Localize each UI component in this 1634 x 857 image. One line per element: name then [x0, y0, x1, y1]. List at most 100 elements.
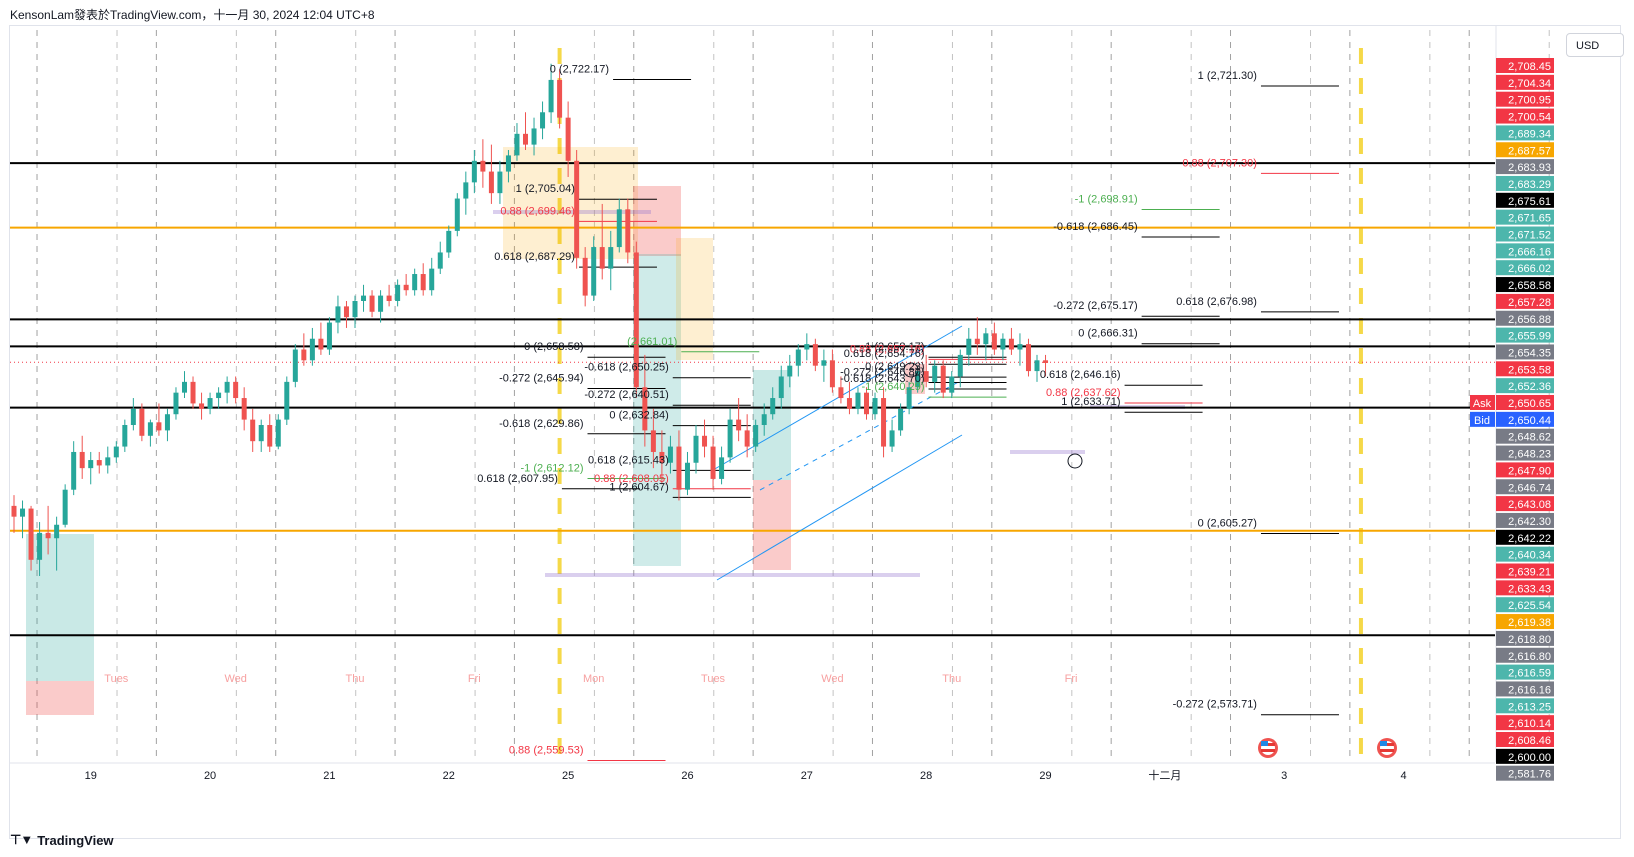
candle-body [957, 354, 963, 377]
price-label-box [1496, 698, 1554, 714]
price-label-box [1496, 512, 1554, 528]
candle-body [488, 171, 494, 194]
price-label: 2,655.99 [1496, 327, 1554, 343]
price-label-text: 2,666.02 [1508, 263, 1551, 275]
price-label: 2,671.52 [1496, 226, 1554, 242]
candle [983, 327, 989, 361]
candle-body [1017, 344, 1023, 350]
price-label-box [1496, 580, 1554, 596]
candle-body [676, 446, 682, 490]
candle-body [659, 451, 665, 463]
price-label-text: 2,616.59 [1508, 668, 1551, 680]
candle [514, 123, 520, 161]
fib-label: 0.88 (2,559.53) [509, 745, 584, 757]
price-label-text: 2,704.34 [1508, 78, 1551, 90]
fib-label: 0.618 (2,687.29) [494, 251, 575, 263]
fib-label: 0 (2,666.31) [1078, 328, 1137, 340]
fib-label: 1 (2,705.04) [516, 183, 575, 195]
zone-box [503, 147, 638, 259]
range-bar [1010, 450, 1085, 454]
price-label-box [1496, 378, 1554, 394]
candle [20, 500, 26, 539]
candle [28, 505, 34, 571]
price-label-box [1496, 496, 1554, 512]
candle [582, 247, 588, 307]
fib-label: 0.88 (2,608.05) [594, 473, 669, 485]
candle [454, 193, 460, 237]
price-label-box [1496, 361, 1554, 377]
candle-body [991, 333, 997, 350]
price-label-text: 2,640.34 [1508, 550, 1551, 562]
candle [79, 435, 85, 479]
candle-body [761, 414, 767, 426]
fib-label: 0 (2,605.27) [1198, 518, 1257, 530]
candle-body [770, 398, 776, 415]
brand-footer: ⊤▼ TradingView [10, 832, 114, 848]
candle [480, 139, 486, 188]
candle [173, 387, 179, 420]
candle [437, 241, 443, 275]
candle-body [753, 425, 759, 447]
price-label: 2,700.54 [1496, 108, 1554, 124]
fib-label: 0.88 (2,657.16) [850, 343, 925, 355]
price-label-text: 2,648.23 [1508, 449, 1551, 461]
candle [574, 150, 580, 269]
candle-body [420, 274, 426, 291]
fib-label: -0.272 (2,645.94) [499, 372, 583, 384]
candle-body [233, 381, 239, 399]
candle-body [173, 392, 179, 415]
price-label: 2,666.16 [1496, 243, 1554, 259]
price-label-text: 2,656.88 [1508, 314, 1551, 326]
range-bar [493, 210, 651, 214]
candle [37, 522, 43, 576]
time-tick-label: 4 [1401, 770, 1407, 782]
price-label: 2,643.08 [1496, 496, 1554, 512]
candle [71, 441, 77, 496]
candle [932, 360, 938, 393]
candle-body [778, 376, 784, 399]
candle [505, 150, 511, 183]
price-label: 2,600.00 [1496, 748, 1554, 764]
candle-body [403, 284, 409, 291]
candle-body [1000, 338, 1006, 350]
currency-button[interactable]: USD [1566, 33, 1624, 57]
price-label: 2,646.74 [1496, 479, 1554, 495]
candle-body [710, 446, 716, 479]
price-label-box [1496, 546, 1554, 562]
fib-label: 0.88 (2,637.62) [1046, 387, 1121, 399]
zone-box [753, 370, 791, 480]
candle-body [1008, 338, 1014, 350]
candle [991, 322, 997, 355]
channel-mid [759, 379, 963, 491]
price-label: 2,658.58 [1496, 277, 1554, 293]
candle [275, 414, 281, 450]
candle-body [812, 344, 818, 366]
candle [770, 387, 776, 420]
price-label: 2,642.30 [1496, 512, 1554, 528]
candle-body [130, 408, 136, 426]
candle-body [616, 209, 622, 248]
candle-body [889, 430, 895, 447]
price-label-box [1496, 647, 1554, 663]
candle-body [599, 247, 605, 269]
price-label-box [1496, 732, 1554, 747]
time-tick-label: 19 [85, 770, 97, 782]
candle [523, 112, 528, 151]
price-label-box [1496, 344, 1554, 360]
price-label-text: 2,650.65 [1508, 398, 1551, 410]
candle [744, 414, 750, 458]
price-label-text: 2,625.54 [1508, 600, 1551, 612]
price-label-box [1496, 209, 1554, 225]
price-label-box [1496, 58, 1554, 73]
price-label: 2,642.22 [1496, 529, 1554, 545]
candle-body [804, 344, 810, 350]
fib-label: -0.618 (2,643.70) [840, 373, 924, 385]
price-label: 2,687.57 [1496, 142, 1554, 158]
candle [113, 441, 119, 463]
fib-label: 1 (2,658.17) [865, 341, 924, 353]
candle [96, 451, 102, 474]
chart-header-text: KensonLam發表於TradingView.com，十一月 30, 2024… [10, 8, 375, 22]
candle-body [45, 532, 51, 539]
price-label-text: 2,657.28 [1508, 297, 1551, 309]
